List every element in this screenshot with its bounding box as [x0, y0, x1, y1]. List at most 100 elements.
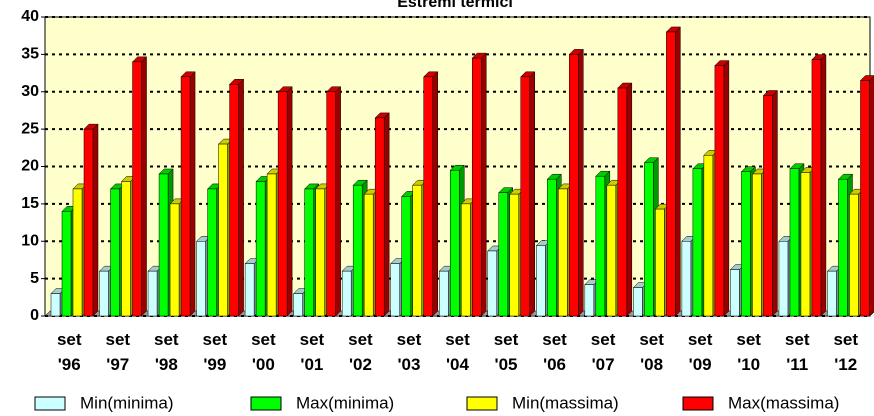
bar-side [869, 75, 874, 317]
bar-side [238, 78, 244, 317]
bar [460, 203, 471, 317]
bar [352, 184, 363, 317]
bar [255, 181, 266, 317]
bar [147, 270, 158, 317]
bar [438, 270, 449, 317]
bar [849, 193, 859, 317]
legend-swatch [34, 396, 66, 411]
bar-side [480, 52, 487, 317]
y-tick-label: 15 [21, 195, 39, 212]
bar [121, 181, 131, 317]
bar [778, 241, 789, 317]
bar [827, 270, 837, 317]
bar [132, 61, 142, 317]
bar-side [626, 82, 633, 317]
y-tick-label: 35 [21, 46, 39, 63]
bar [714, 65, 725, 317]
bar [666, 31, 676, 317]
bar [730, 269, 740, 317]
bar [509, 193, 520, 317]
bar [99, 270, 109, 317]
x-tick-label: set '98 [154, 330, 179, 374]
bar [218, 143, 228, 317]
bar-side [675, 26, 681, 317]
bar [423, 76, 433, 317]
bar [449, 169, 460, 317]
bar-side [335, 86, 341, 317]
bar [703, 155, 714, 317]
bar [401, 196, 411, 317]
x-tick-label: set '05 [493, 330, 519, 374]
legend-label: Max(massima) [728, 393, 839, 412]
bar-side [92, 123, 99, 317]
bar [606, 184, 617, 317]
bar [72, 188, 83, 317]
bar [547, 178, 557, 317]
bar-side [141, 56, 147, 317]
y-tick-label: 10 [21, 232, 39, 249]
bar [644, 162, 654, 317]
bar-side [578, 48, 584, 317]
x-tick-label: set '02 [348, 330, 373, 374]
bar-side [383, 112, 390, 317]
bar [412, 184, 422, 317]
bar [390, 263, 400, 317]
bar [169, 203, 180, 317]
bar [487, 250, 498, 317]
x-tick-label: set '97 [105, 330, 131, 374]
x-tick-label: set '07 [590, 330, 616, 374]
bar [741, 171, 751, 317]
chart-title: Estremi termici [397, 0, 513, 11]
bar [244, 263, 255, 317]
x-tick-label: set '10 [736, 330, 761, 374]
bar [584, 284, 595, 317]
bar [763, 95, 773, 317]
y-tick-label: 0 [30, 307, 39, 324]
bar [633, 287, 643, 317]
bar [229, 84, 239, 317]
bar [180, 76, 191, 317]
bar [569, 54, 579, 317]
x-tick-label: set '99 [202, 330, 228, 374]
bar [207, 188, 217, 317]
y-tick-label: 25 [21, 120, 39, 137]
bar [752, 173, 762, 317]
bar [838, 178, 848, 317]
bar [617, 87, 628, 317]
bar [83, 128, 94, 317]
x-tick-label: set '06 [542, 330, 567, 374]
x-tick-label: set '00 [251, 330, 276, 374]
bar [536, 245, 546, 317]
legend-label: Min(massima) [512, 393, 619, 412]
bar [266, 173, 277, 317]
bar [293, 293, 303, 317]
x-tick-label: set '03 [396, 330, 422, 374]
bar [196, 241, 206, 317]
x-tick-label: set '96 [56, 330, 82, 374]
x-tick-label: set '08 [639, 330, 664, 374]
y-tick-label: 40 [21, 8, 39, 25]
bar [789, 168, 800, 317]
bar-side [189, 71, 196, 317]
bar [110, 188, 120, 317]
bar-side [432, 71, 438, 317]
bar [471, 57, 482, 317]
x-tick-label: set '12 [833, 330, 859, 374]
bar [304, 188, 314, 317]
bar-side [723, 59, 730, 317]
bar [50, 293, 61, 317]
legend-label: Min(minima) [80, 393, 174, 412]
bar [655, 208, 665, 317]
bar [595, 175, 606, 317]
bar [692, 168, 703, 317]
legend-swatch [682, 396, 714, 411]
y-tick-label: 30 [21, 83, 39, 100]
bar [860, 80, 870, 317]
bar [277, 91, 288, 317]
bar [374, 117, 385, 317]
bar [315, 188, 325, 317]
bar [326, 91, 336, 317]
bar-side [529, 71, 536, 317]
